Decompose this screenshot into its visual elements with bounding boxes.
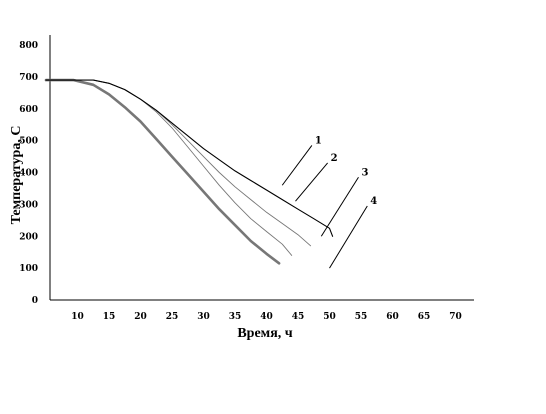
x-axis-label: Время, ч: [237, 326, 292, 341]
x-tick-label: 40: [260, 312, 273, 322]
x-tick-label: 35: [229, 312, 242, 322]
x-tick-labels: 10 15 20 25 30 35 40 45 50 55 60 65 70: [71, 312, 462, 322]
x-tick-label: 50: [323, 312, 336, 322]
y-tick-label: 0: [32, 296, 38, 306]
callout-line-3: [320, 177, 359, 237]
callout-label-3: 3: [361, 167, 368, 178]
y-tick-label: 600: [19, 105, 38, 115]
callout-label-2: 2: [331, 153, 338, 164]
y-tick-label: 400: [19, 169, 38, 179]
callout-label-4: 4: [370, 196, 377, 207]
callouts: 12 3 4: [281, 135, 377, 269]
series-lines: [44, 78, 334, 265]
x-tick-label: 55: [355, 312, 368, 322]
y-tick-label: 800: [19, 41, 38, 51]
y-tick-label: 200: [19, 232, 38, 242]
y-tick-labels: 0 100 200 300 400 500 600 700 800: [19, 41, 38, 306]
series-line-3: [45, 79, 293, 256]
y-tick-label: 300: [19, 200, 38, 210]
callout-line-2: [295, 162, 328, 202]
y-tick-label: 700: [19, 73, 38, 83]
y-axis-label: Температура, С: [9, 126, 24, 225]
x-tick-label: 70: [449, 312, 462, 322]
y-tick-label: 500: [19, 137, 38, 147]
x-tick-label: 15: [103, 312, 116, 322]
series-line-1: [45, 79, 334, 237]
x-tick-label: 10: [71, 312, 84, 322]
x-tick-label: 45: [292, 312, 305, 322]
x-tick-label: 60: [386, 312, 399, 322]
callout-line-1: [281, 145, 313, 186]
series-line-4: [44, 78, 281, 265]
x-tick-label: 30: [197, 312, 210, 322]
y-tick-label: 100: [19, 264, 38, 274]
x-tick-label: 65: [418, 312, 431, 322]
callout-label-1: 1: [315, 135, 322, 146]
callout-line-4: [329, 205, 368, 269]
x-tick-label: 25: [166, 312, 179, 322]
x-tick-label: 20: [134, 312, 147, 322]
